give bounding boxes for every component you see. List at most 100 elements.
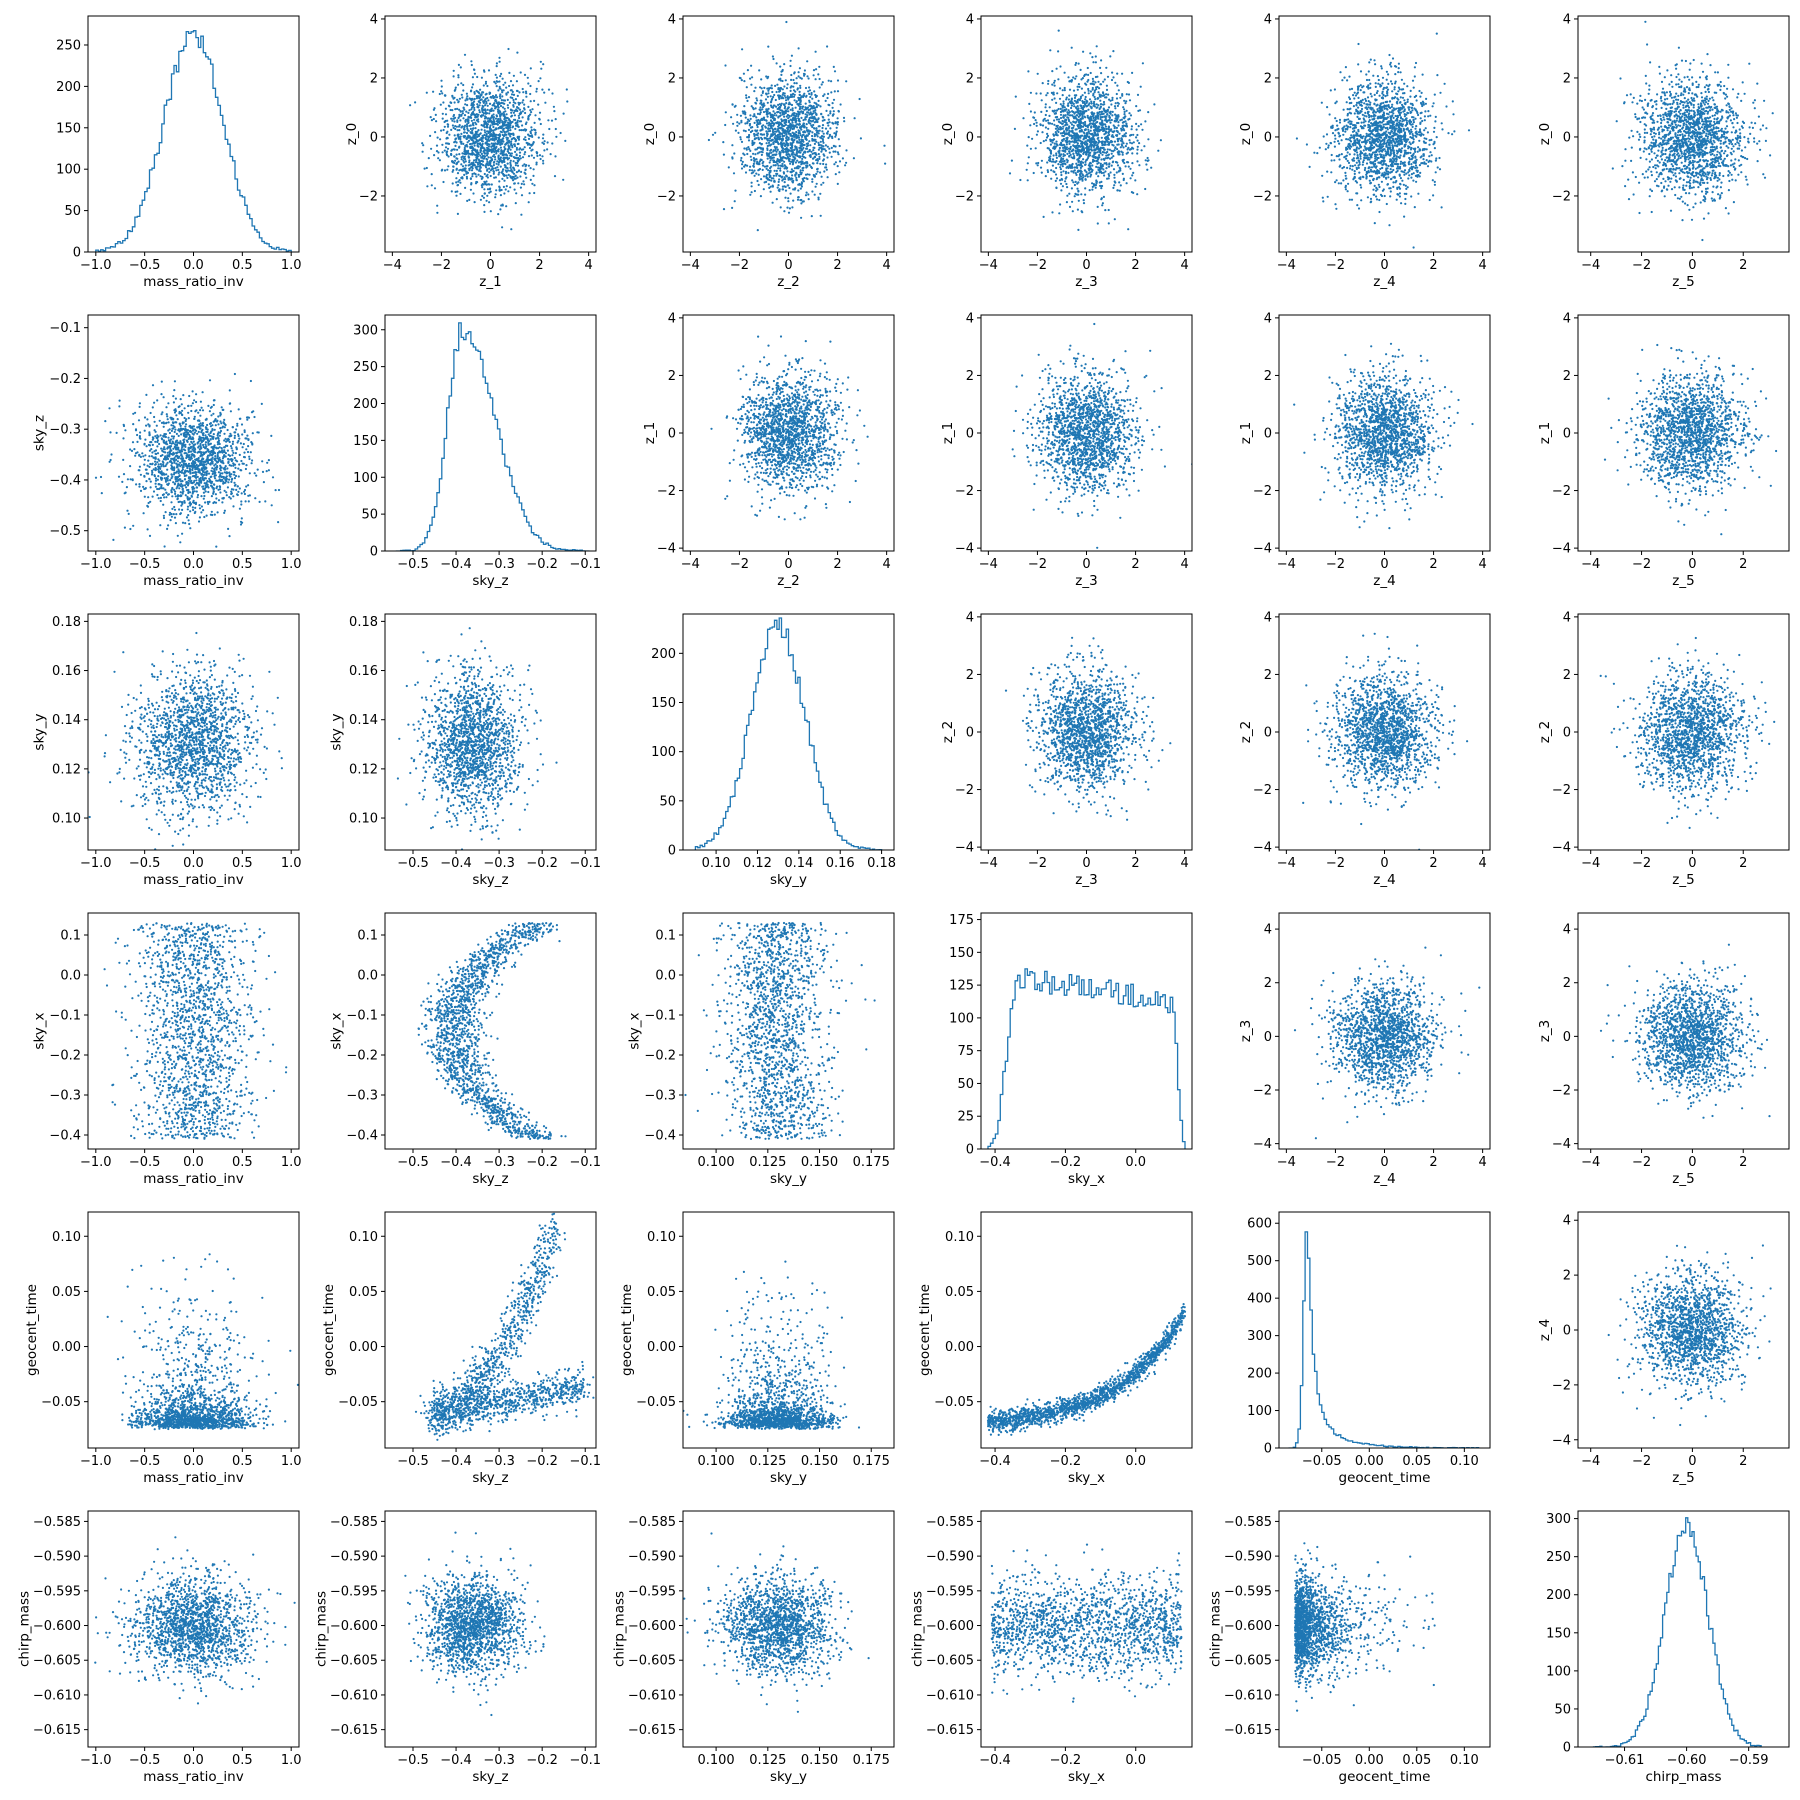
scatter-point (512, 101, 515, 104)
scatter-point (459, 137, 462, 141)
scatter-point (786, 130, 790, 134)
scatter-point (1090, 125, 1093, 128)
scatter-point (530, 144, 533, 147)
scatter-point (450, 128, 453, 131)
scatter-point (506, 98, 509, 101)
scatter-point (456, 119, 459, 122)
scatter-point (508, 101, 511, 104)
scatter-point (495, 120, 499, 123)
y-tick-label: −2 (657, 189, 676, 204)
scatter-point (534, 131, 537, 134)
scatter-point (462, 142, 465, 145)
scatter-point (492, 172, 495, 175)
scatter-point (756, 122, 759, 125)
scatter-point (835, 130, 838, 133)
scatter-point (834, 133, 838, 136)
scatter-point (751, 139, 754, 143)
scatter-point (491, 104, 494, 107)
scatter-point (483, 133, 486, 137)
scatter-point (760, 129, 763, 132)
scatter-point (1127, 161, 1130, 164)
scatter-point (473, 106, 476, 109)
scatter-point (793, 72, 796, 75)
scatter-point (533, 121, 536, 124)
scatter-point (1061, 165, 1064, 168)
scatter-point (818, 155, 821, 158)
scatter-point (453, 120, 456, 123)
scatter-point (805, 95, 808, 98)
scatter-point (1055, 118, 1059, 121)
scatter-point (783, 167, 786, 170)
scatter-point (826, 96, 829, 100)
scatter-point (494, 158, 497, 161)
scatter-point (487, 145, 490, 148)
scatter-point (1072, 102, 1075, 105)
scatter-point (1105, 127, 1108, 131)
scatter-point (1124, 124, 1127, 127)
scatter-point (765, 113, 769, 116)
scatter-point (1026, 179, 1029, 182)
scatter-point (441, 92, 444, 95)
scatter-point (822, 181, 825, 184)
scatter-point (760, 103, 764, 106)
scatter-point (766, 134, 769, 137)
scatter-point (1057, 107, 1060, 111)
scatter-point (790, 143, 793, 146)
scatter-point (1349, 126, 1352, 129)
scatter-point (761, 126, 764, 130)
scatter-point (832, 110, 835, 113)
scatter-point (479, 132, 482, 135)
scatter-point (529, 67, 532, 70)
scatter-point (1088, 132, 1091, 135)
scatter-point (761, 105, 765, 109)
scatter-point (780, 73, 783, 76)
x-tick-label: 4 (882, 258, 890, 273)
scatter-point (765, 110, 768, 113)
scatter-point (768, 137, 772, 140)
scatter-point (1052, 93, 1055, 96)
scatter-point (791, 107, 794, 110)
scatter-point (797, 165, 800, 168)
scatter-point (501, 161, 504, 164)
scatter-point (508, 118, 511, 122)
scatter-point (493, 146, 496, 149)
scatter-point (792, 199, 795, 202)
scatter-point (828, 147, 831, 150)
scatter-point (513, 114, 517, 117)
scatter-point (768, 169, 772, 173)
scatter-point (733, 200, 736, 203)
scatter-point (1090, 100, 1093, 103)
scatter-point (504, 81, 507, 84)
scatter-point (512, 111, 516, 114)
scatter-point (1147, 138, 1150, 141)
scatter-point (1102, 100, 1106, 104)
scatter-point (763, 86, 766, 89)
scatter-point (483, 147, 486, 150)
scatter-point (782, 92, 785, 95)
scatter-point (421, 142, 424, 145)
scatter-point (469, 188, 472, 191)
scatter-point (1079, 110, 1082, 113)
scatter-point (533, 99, 536, 102)
scatter-point (1027, 70, 1030, 73)
scatter-point (1096, 75, 1099, 78)
scatter-point (824, 149, 828, 152)
scatter-point (785, 135, 789, 138)
scatter-point (1101, 202, 1104, 205)
scatter-point (821, 126, 824, 130)
scatter-point (785, 175, 789, 178)
scatter-point (797, 136, 801, 139)
scatter-point (1079, 104, 1082, 107)
scatter-point (476, 135, 479, 138)
scatter-point (453, 155, 456, 158)
scatter-point (822, 132, 825, 135)
scatter-point (769, 175, 772, 178)
scatter-point (1061, 160, 1065, 163)
scatter-point (486, 140, 489, 143)
x-tick-label: 0 (1082, 258, 1090, 273)
scatter-point (463, 146, 466, 150)
scatter-point (1124, 102, 1127, 105)
scatter-point (799, 144, 802, 147)
scatter-point (470, 89, 473, 92)
scatter-point (813, 117, 816, 120)
